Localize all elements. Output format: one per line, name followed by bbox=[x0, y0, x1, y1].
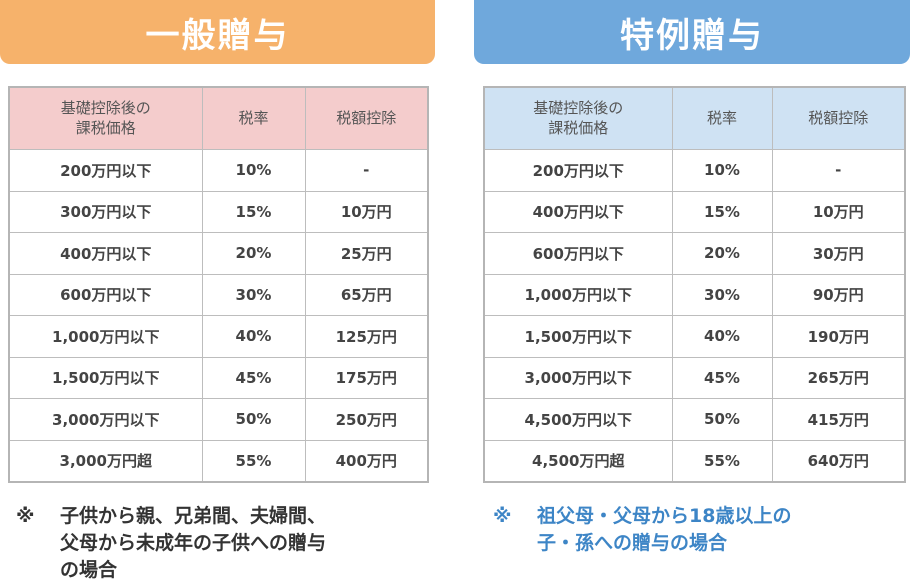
special-gift-title: 特例贈与 bbox=[474, 0, 910, 64]
cell-tax-deduction: 25万円 bbox=[304, 232, 429, 275]
cell-taxable-amount: 1,000万円以下 bbox=[483, 273, 673, 316]
table-row: 200万円以下 10% - bbox=[8, 149, 429, 192]
table-row: 3,000万円以下 50% 250万円 bbox=[8, 398, 429, 441]
cell-tax-deduction: 175万円 bbox=[304, 356, 429, 399]
table-row: 1,000万円以下 40% 125万円 bbox=[8, 315, 429, 358]
cell-tax-rate: 40% bbox=[201, 315, 306, 358]
table-row: 1,500万円以下 45% 175万円 bbox=[8, 356, 429, 399]
note-line: 子・孫への贈与の場合 bbox=[537, 532, 728, 554]
table-row: 1,500万円以下 40% 190万円 bbox=[483, 315, 906, 358]
table-row: 3,000万円以下 45% 265万円 bbox=[483, 356, 906, 399]
cell-tax-deduction: 190万円 bbox=[771, 315, 906, 358]
cell-tax-rate: 50% bbox=[671, 398, 773, 441]
header-taxable-amount: 基礎控除後の 課税価格 bbox=[483, 86, 673, 150]
cell-taxable-amount: 400万円以下 bbox=[8, 232, 203, 275]
special-gift-note: ※ 祖父母・父母から18歳以上の 子・孫への贈与の場合 bbox=[493, 503, 903, 557]
table-row: 600万円以下 20% 30万円 bbox=[483, 232, 906, 275]
cell-tax-rate: 55% bbox=[201, 439, 306, 483]
general-gift-note: ※ 子供から親、兄弟間、夫婦間、 父母から未成年の子供への贈与 の場合 bbox=[16, 503, 436, 584]
cell-tax-rate: 30% bbox=[201, 273, 306, 316]
cell-tax-rate: 40% bbox=[671, 315, 773, 358]
cell-tax-deduction: - bbox=[304, 149, 429, 192]
header-taxable-amount: 基礎控除後の 課税価格 bbox=[8, 86, 203, 150]
cell-taxable-amount: 300万円以下 bbox=[8, 190, 203, 233]
note-line: 祖父母・父母から18歳以上の bbox=[537, 505, 792, 527]
table-row: 4,500万円超 55% 640万円 bbox=[483, 439, 906, 483]
cell-tax-rate: 45% bbox=[201, 356, 306, 399]
header-tax-rate: 税率 bbox=[671, 86, 773, 150]
cell-taxable-amount: 4,500万円以下 bbox=[483, 398, 673, 441]
cell-taxable-amount: 200万円以下 bbox=[483, 149, 673, 192]
table-row: 200万円以下 10% - bbox=[483, 149, 906, 192]
note-line: 子供から親、兄弟間、夫婦間、 bbox=[60, 505, 327, 527]
header-tax-deduction: 税額控除 bbox=[304, 86, 429, 150]
cell-tax-rate: 50% bbox=[201, 398, 306, 441]
cell-tax-rate: 45% bbox=[671, 356, 773, 399]
cell-taxable-amount: 3,000万円以下 bbox=[8, 398, 203, 441]
cell-taxable-amount: 600万円以下 bbox=[483, 232, 673, 275]
cell-tax-rate: 30% bbox=[671, 273, 773, 316]
special-gift-tax-table: 基礎控除後の 課税価格 税率 税額控除 200万円以下 10% -400万円以下 15% 1… bbox=[483, 86, 906, 483]
cell-tax-deduction: 125万円 bbox=[304, 315, 429, 358]
cell-tax-rate: 55% bbox=[671, 439, 773, 483]
cell-tax-rate: 10% bbox=[201, 149, 306, 192]
cell-taxable-amount: 4,500万円超 bbox=[483, 439, 673, 483]
cell-taxable-amount: 200万円以下 bbox=[8, 149, 203, 192]
general-gift-tax-table: 基礎控除後の 課税価格 税率 税額控除 200万円以下 10% -300万円以下 15% 1… bbox=[8, 86, 429, 483]
cell-tax-rate: 15% bbox=[201, 190, 306, 233]
cell-tax-deduction: 415万円 bbox=[771, 398, 906, 441]
note-line: の場合 bbox=[60, 559, 118, 581]
table-row: 3,000万円超 55% 400万円 bbox=[8, 439, 429, 483]
cell-taxable-amount: 400万円以下 bbox=[483, 190, 673, 233]
cell-tax-deduction: 265万円 bbox=[771, 356, 906, 399]
note-mark: ※ bbox=[493, 505, 512, 527]
cell-taxable-amount: 3,000万円超 bbox=[8, 439, 203, 483]
cell-tax-rate: 20% bbox=[201, 232, 306, 275]
cell-tax-rate: 15% bbox=[671, 190, 773, 233]
header-tax-rate: 税率 bbox=[201, 86, 306, 150]
cell-tax-deduction: 640万円 bbox=[771, 439, 906, 483]
table-header-row: 基礎控除後の 課税価格 税率 税額控除 bbox=[8, 86, 429, 150]
table-row: 4,500万円以下 50% 415万円 bbox=[483, 398, 906, 441]
table-row: 400万円以下 20% 25万円 bbox=[8, 232, 429, 275]
table-row: 300万円以下 15% 10万円 bbox=[8, 190, 429, 233]
cell-tax-deduction: 90万円 bbox=[771, 273, 906, 316]
cell-tax-deduction: 30万円 bbox=[771, 232, 906, 275]
cell-tax-deduction: 10万円 bbox=[771, 190, 906, 233]
cell-tax-deduction: - bbox=[771, 149, 906, 192]
header-tax-deduction: 税額控除 bbox=[771, 86, 906, 150]
cell-tax-deduction: 250万円 bbox=[304, 398, 429, 441]
table-row: 400万円以下 15% 10万円 bbox=[483, 190, 906, 233]
cell-taxable-amount: 1,000万円以下 bbox=[8, 315, 203, 358]
cell-taxable-amount: 3,000万円以下 bbox=[483, 356, 673, 399]
cell-taxable-amount: 600万円以下 bbox=[8, 273, 203, 316]
cell-taxable-amount: 1,500万円以下 bbox=[8, 356, 203, 399]
table-row: 600万円以下 30% 65万円 bbox=[8, 273, 429, 316]
cell-tax-deduction: 400万円 bbox=[304, 439, 429, 483]
general-gift-title: 一般贈与 bbox=[0, 0, 435, 64]
note-mark: ※ bbox=[16, 505, 35, 527]
cell-tax-deduction: 10万円 bbox=[304, 190, 429, 233]
table-header-row: 基礎控除後の 課税価格 税率 税額控除 bbox=[483, 86, 906, 150]
cell-tax-rate: 20% bbox=[671, 232, 773, 275]
cell-tax-deduction: 65万円 bbox=[304, 273, 429, 316]
cell-taxable-amount: 1,500万円以下 bbox=[483, 315, 673, 358]
cell-tax-rate: 10% bbox=[671, 149, 773, 192]
table-row: 1,000万円以下 30% 90万円 bbox=[483, 273, 906, 316]
note-line: 父母から未成年の子供への贈与 bbox=[60, 532, 327, 554]
